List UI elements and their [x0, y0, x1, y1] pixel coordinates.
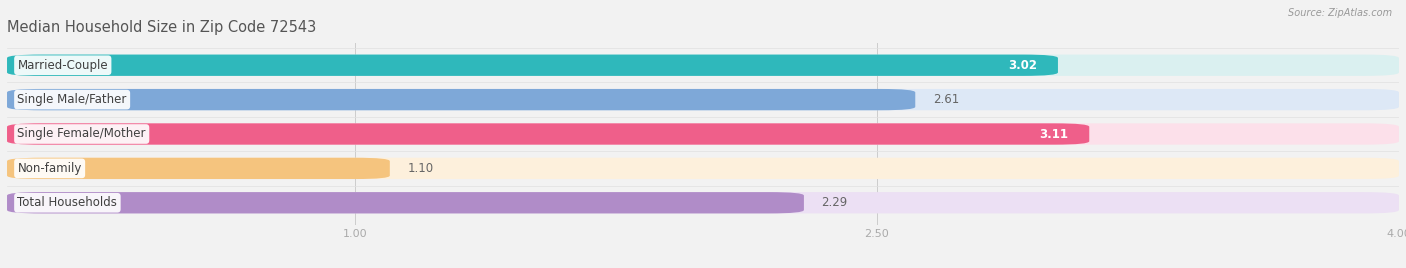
Text: Married-Couple: Married-Couple: [17, 59, 108, 72]
Text: Median Household Size in Zip Code 72543: Median Household Size in Zip Code 72543: [7, 20, 316, 35]
Text: Total Households: Total Households: [17, 196, 117, 209]
FancyBboxPatch shape: [7, 123, 1399, 145]
Text: Single Female/Mother: Single Female/Mother: [17, 128, 146, 140]
FancyBboxPatch shape: [7, 158, 1399, 179]
FancyBboxPatch shape: [7, 158, 389, 179]
FancyBboxPatch shape: [7, 55, 1399, 76]
Text: 2.29: 2.29: [821, 196, 848, 209]
FancyBboxPatch shape: [7, 89, 1399, 110]
Text: 2.61: 2.61: [932, 93, 959, 106]
Text: Non-family: Non-family: [17, 162, 82, 175]
Text: 1.10: 1.10: [408, 162, 433, 175]
FancyBboxPatch shape: [7, 55, 1057, 76]
FancyBboxPatch shape: [7, 123, 1090, 145]
Text: 3.02: 3.02: [1008, 59, 1038, 72]
Text: Single Male/Father: Single Male/Father: [17, 93, 127, 106]
Text: Source: ZipAtlas.com: Source: ZipAtlas.com: [1288, 8, 1392, 18]
FancyBboxPatch shape: [7, 89, 915, 110]
FancyBboxPatch shape: [7, 192, 1399, 213]
FancyBboxPatch shape: [7, 192, 804, 213]
Text: 3.11: 3.11: [1039, 128, 1069, 140]
